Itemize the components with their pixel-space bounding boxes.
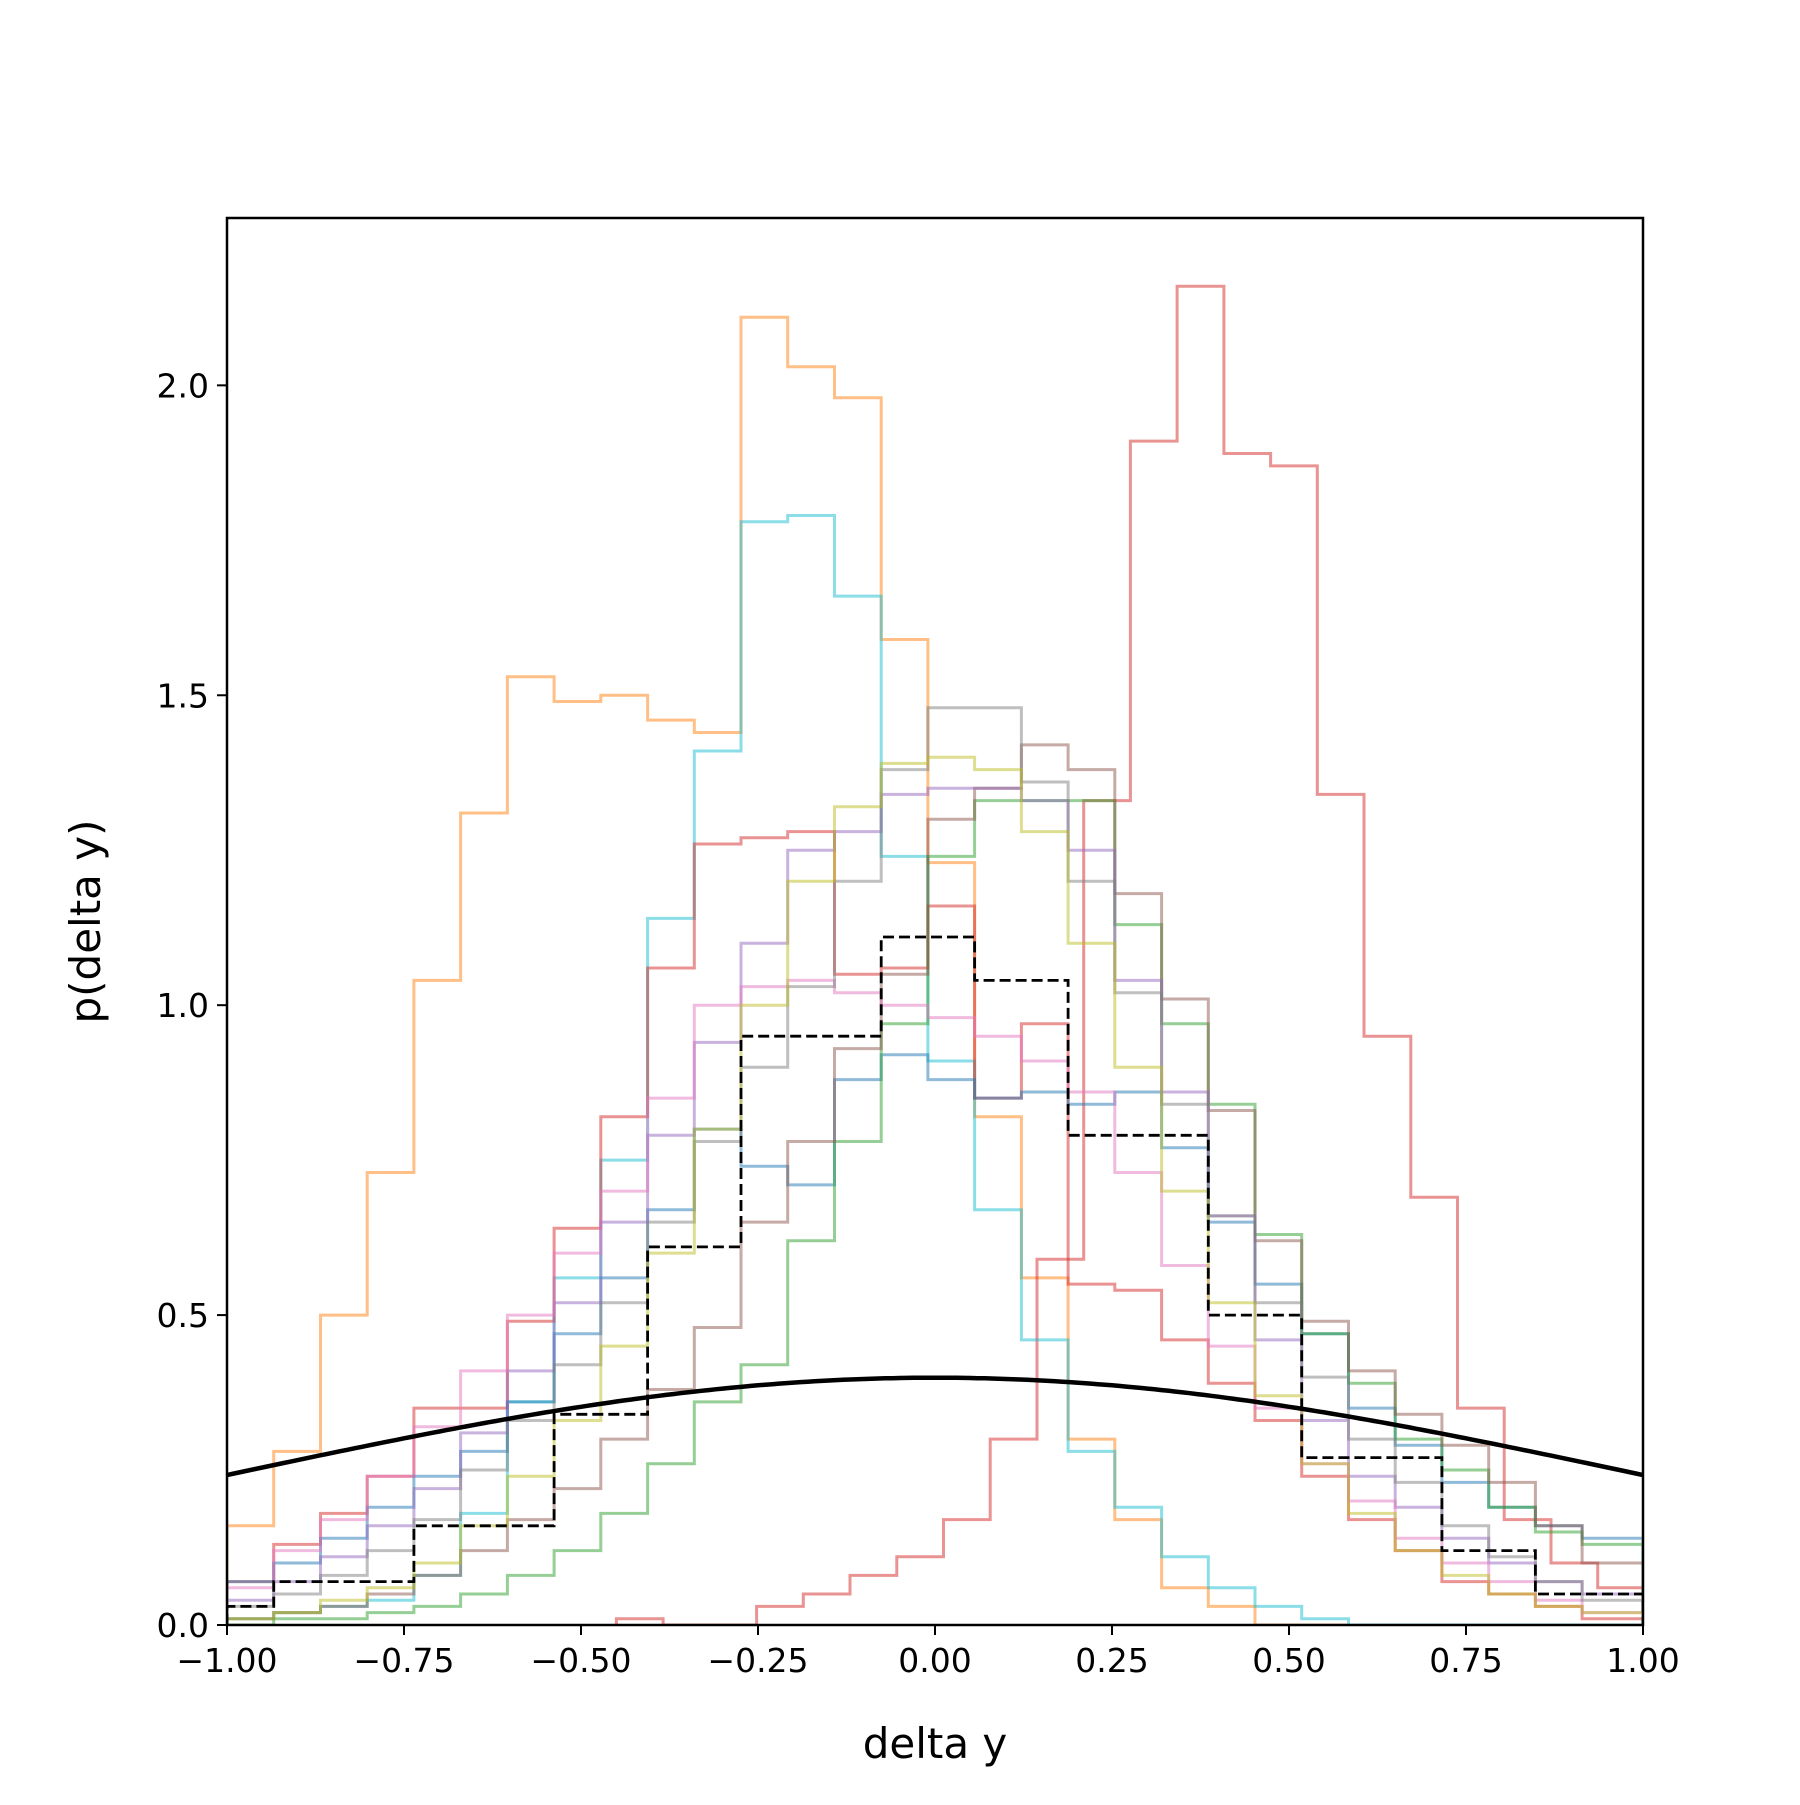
series-layer (227, 284, 1643, 1625)
x-tick-label: 1.00 (1606, 1641, 1679, 1680)
y-tick-label: 0.0 (157, 1606, 209, 1645)
x-tick-label: −1.00 (176, 1641, 277, 1680)
histogram-series-11 (227, 755, 1643, 1625)
x-axis-ticks: −1.00 −0.75 −0.50 −0.25 0.00 0.25 0.50 0.75 1.00 (176, 1625, 1680, 1680)
y-tick-label: 2.0 (157, 366, 209, 405)
normal-density-curve (227, 1375, 1643, 1478)
x-axis-label: delta y (863, 1719, 1008, 1768)
y-tick-label: 1.0 (157, 986, 209, 1025)
x-tick-label: −0.50 (530, 1641, 631, 1680)
curve-layer (227, 1375, 1643, 1478)
y-tick-label: 1.5 (157, 676, 209, 715)
y-axis-ticks: 0.0 0.5 1.0 1.5 2.0 (157, 366, 227, 1645)
histogram-series-7 (227, 743, 1643, 1625)
histogram-series-12 (227, 935, 1643, 1625)
x-tick-label: 0.00 (898, 1641, 971, 1680)
x-tick-label: −0.75 (353, 1641, 454, 1680)
y-axis-label: p(delta y) (61, 819, 110, 1023)
x-tick-label: −0.25 (707, 1641, 808, 1680)
x-tick-label: 0.25 (1075, 1641, 1148, 1680)
histogram-series-1 (227, 315, 1349, 1625)
histogram-series-10 (227, 706, 1643, 1625)
y-tick-label: 0.5 (157, 1296, 209, 1335)
x-tick-label: 0.75 (1429, 1641, 1502, 1680)
x-tick-label: 0.50 (1252, 1641, 1325, 1680)
histogram-series-2 (614, 284, 1643, 1625)
